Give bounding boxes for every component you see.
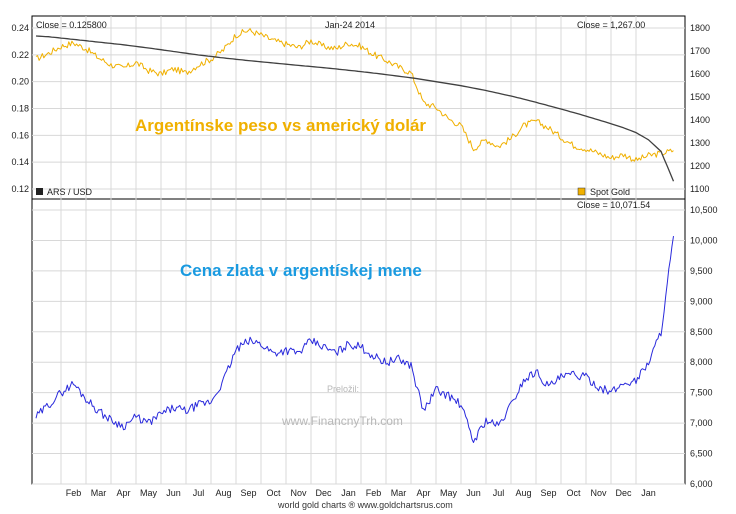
header-left-close: Close = 0.125800 [36, 20, 107, 30]
watermark-site: www.FinancnyTrh.com [281, 414, 403, 428]
x-tick-label: Sep [240, 488, 256, 498]
x-tick-label: Oct [566, 488, 581, 498]
x-tick-label: Mar [91, 488, 107, 498]
header-right-close: Close = 1,267.00 [577, 20, 645, 30]
y-tick-right-top: 1100 [690, 184, 709, 194]
grid [32, 16, 685, 485]
y-tick-right-bottom: 6,000 [690, 479, 713, 489]
y-tick-right-bottom: 9,500 [690, 266, 713, 276]
x-tick-label: Jul [193, 488, 205, 498]
x-tick-label: Jan [341, 488, 356, 498]
legend-gold-swatch [577, 187, 586, 196]
header-date: Jan-24 2014 [325, 20, 375, 30]
x-tick-label: Feb [366, 488, 382, 498]
x-tick-label: Apr [116, 488, 130, 498]
legend-ars-swatch [36, 188, 43, 195]
x-tick-label: Jun [466, 488, 481, 498]
x-tick-label: Aug [515, 488, 531, 498]
x-tick-label: Oct [266, 488, 281, 498]
x-tick-label: May [440, 488, 458, 498]
y-tick-right-bottom: 7,000 [690, 418, 713, 428]
y-tick-left: 0.16 [11, 130, 29, 140]
series-line-gold-ars [35, 236, 674, 443]
y-tick-right-bottom: 10,500 [690, 205, 718, 215]
x-tick-label: Jul [493, 488, 505, 498]
y-tick-right-bottom: 10,000 [690, 235, 718, 245]
y-tick-right-bottom: 9,000 [690, 296, 713, 306]
bottom-panel-frame [31, 198, 686, 485]
x-tick-label: Dec [615, 488, 632, 498]
x-tick-label: Nov [290, 488, 307, 498]
series-line-spot-gold [35, 28, 674, 162]
axis-ticks: Feb Mar Apr May Jun Jul Aug Sep Oct Nov Dec Jan Feb M… [11, 23, 717, 498]
x-tick-label: Jan [641, 488, 656, 498]
y-tick-right-bottom: 8,000 [690, 357, 713, 367]
x-tick-label: May [140, 488, 158, 498]
x-tick-label: Mar [391, 488, 407, 498]
y-tick-right-bottom: 7,500 [690, 388, 713, 398]
y-tick-right-top: 1300 [690, 138, 710, 148]
x-tick-label: Nov [590, 488, 607, 498]
y-tick-left: 0.24 [11, 23, 29, 33]
watermark-label: Preložil: [327, 384, 359, 394]
legend-ars-label: ARS / USD [47, 187, 93, 197]
header-bottom-close: Close = 10,071.54 [577, 200, 650, 210]
y-tick-right-top: 1400 [690, 115, 710, 125]
x-tick-label: Dec [315, 488, 332, 498]
bottom-title: Cena zlata v argentískej mene [180, 261, 422, 280]
y-tick-left: 0.22 [11, 50, 29, 60]
y-tick-right-top: 1200 [690, 161, 710, 171]
y-tick-right-top: 1600 [690, 69, 710, 79]
y-tick-left: 0.14 [11, 157, 29, 167]
y-tick-left: 0.12 [11, 184, 29, 194]
top-panel-frame [31, 15, 686, 200]
y-tick-right-bottom: 8,500 [690, 327, 713, 337]
x-tick-label: Sep [540, 488, 556, 498]
y-tick-left: 0.20 [11, 77, 29, 87]
y-tick-right-top: 1700 [690, 46, 710, 56]
top-title: Argentínske peso vs americký dolár [135, 116, 426, 135]
x-tick-label: Jun [166, 488, 181, 498]
y-tick-right-top: 1500 [690, 92, 710, 102]
x-tick-label: Feb [66, 488, 82, 498]
y-tick-right-bottom: 6,500 [690, 449, 713, 459]
series-line-ars-usd [35, 35, 675, 182]
legend-gold-label: Spot Gold [590, 187, 630, 197]
x-tick-label: Apr [416, 488, 430, 498]
y-tick-left: 0.18 [11, 104, 29, 114]
footer-credit: world gold charts ® www.goldchartsrus.co… [277, 500, 453, 510]
x-tick-label: Aug [215, 488, 231, 498]
y-tick-right-top: 1800 [690, 23, 710, 33]
series-lines [35, 28, 675, 443]
